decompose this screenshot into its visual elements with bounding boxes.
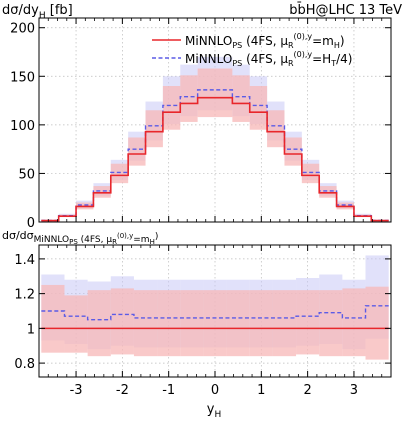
y-tick-label: 1.4 — [14, 253, 35, 268]
y-tick-label: 150 — [10, 70, 35, 85]
y-tick-label: 1 — [27, 322, 35, 337]
uncertainty-band-red — [342, 288, 366, 357]
y-tick-label: 200 — [10, 22, 35, 37]
uncertainty-band-red — [272, 290, 297, 357]
uncertainty-band-red — [87, 290, 111, 357]
y-tick-label: 100 — [10, 119, 35, 134]
uncertainty-band-red — [110, 163, 129, 184]
x-tick-label: 3 — [350, 383, 358, 398]
uncertainty-band-red — [197, 68, 215, 118]
x-axis-label: yH — [207, 402, 221, 420]
uncertainty-band-red — [249, 290, 273, 357]
uncertainty-band-red — [110, 288, 134, 355]
x-tick-label: -3 — [70, 383, 83, 398]
uncertainty-band-red — [128, 137, 146, 166]
uncertainty-band-red — [145, 110, 163, 148]
x-tick-label: -2 — [116, 383, 129, 398]
uncertainty-band-red — [203, 290, 227, 357]
uncertainty-band-red — [180, 75, 198, 122]
y-tick-label: 50 — [18, 167, 35, 182]
uncertainty-band-red — [301, 163, 320, 184]
uncertainty-band-red — [133, 290, 158, 357]
y-tick-label: 0.8 — [14, 357, 35, 372]
legend: MiNNLOPS (4FS, μR(0),y=mH) MiNNLOPS (4FS… — [152, 32, 352, 68]
uncertainty-band-red — [215, 68, 233, 118]
top-ylabel: dσ/dyH [fb] — [2, 3, 73, 21]
uncertainty-band-red — [157, 290, 181, 357]
uncertainty-band-red — [180, 290, 204, 357]
process-label: bb̄H@LHC 13 TeV — [289, 3, 402, 18]
uncertainty-band-red — [319, 186, 337, 198]
series-line-blue — [41, 305, 389, 321]
uncertainty-band-red — [232, 75, 250, 122]
x-tick-label: 0 — [211, 383, 219, 398]
uncertainty-band-red — [296, 290, 320, 355]
uncertainty-band-red — [319, 290, 343, 357]
uncertainty-band-red — [365, 286, 389, 360]
y-tick-label: 1.2 — [14, 288, 35, 303]
x-tick-label: 1 — [257, 383, 265, 398]
ratio-ylabel: dσ/dσMiNNLOPS (4FS, μR(0),y=mH) — [2, 229, 158, 246]
uncertainty-band-red — [41, 284, 65, 353]
uncertainty-band-red — [162, 86, 181, 130]
legend-entry-2: MiNNLOPS (4FS, μR(0),y=HT/4) — [185, 50, 352, 68]
uncertainty-band-red — [249, 86, 268, 130]
legend-entry-1: MiNNLOPS (4FS, μR(0),y=mH) — [185, 32, 345, 50]
x-tick-label: -1 — [162, 383, 175, 398]
y-tick-label: 0 — [27, 216, 35, 231]
uncertainty-band-red — [226, 290, 250, 357]
x-tick-label: 2 — [303, 383, 311, 398]
top-panel: 0 50 100 150 200 — [10, 17, 392, 231]
uncertainty-band-red — [267, 110, 285, 148]
series-line-blue — [41, 89, 389, 222]
ratio-panel: 0.8 1 1.2 1.4 -3 -2 -1 0 1 2 3 — [14, 244, 392, 398]
series-line-red — [41, 96, 389, 222]
uncertainty-band-red — [93, 186, 111, 198]
uncertainty-band-red — [284, 137, 302, 166]
uncertainty-band-red — [64, 295, 88, 353]
